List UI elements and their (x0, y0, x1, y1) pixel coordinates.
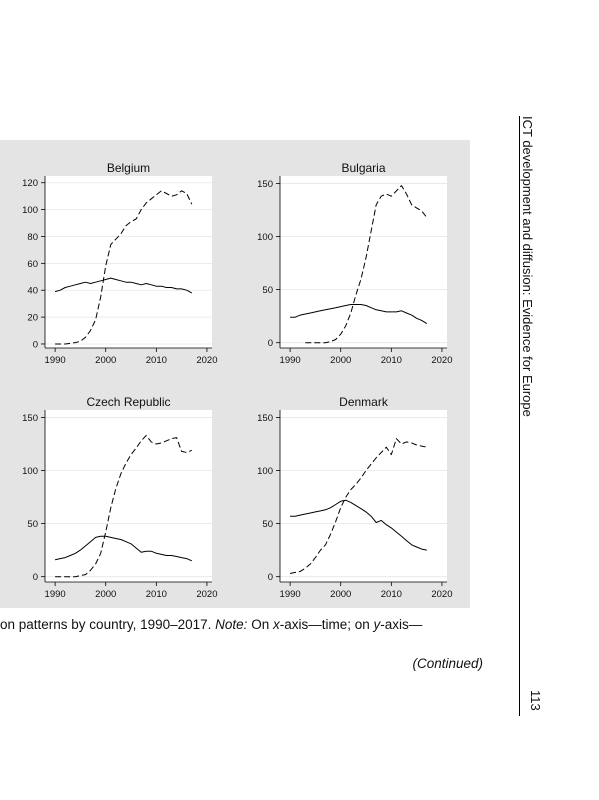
y-tick-label: 40 (27, 286, 38, 297)
caption-y-var: y (373, 617, 381, 632)
y-tick-label: 100 (257, 232, 273, 243)
series-line-dashed (289, 438, 427, 574)
x-tick-label: 2000 (95, 355, 116, 366)
caption-note-label: Note: (215, 617, 248, 632)
series-line-dashed (55, 190, 193, 345)
chart-czech-republic: Czech Republic 0 50 100 150 1990 2000 2010 2020 (22, 395, 217, 600)
continued-label: (Continued) (412, 656, 483, 671)
y-tick-label: 150 (257, 413, 273, 424)
y-tick-label: 0 (33, 572, 38, 583)
caption-x-var: x (272, 617, 280, 632)
plot-area (280, 410, 447, 582)
x-tick-label: 1990 (45, 589, 66, 600)
caption-text: on patterns by country, 1990–2017. (0, 617, 216, 632)
y-tick-label: 80 (27, 232, 38, 243)
x-tick-label: 2000 (95, 589, 116, 600)
x-tick-label: 2000 (330, 589, 351, 600)
chart-title: Belgium (107, 161, 150, 175)
plot-area (280, 176, 447, 348)
chart-title: Denmark (339, 395, 389, 409)
x-tick-label: 2020 (431, 589, 452, 600)
series-line-dashed (55, 435, 192, 578)
x-tick-label: 2010 (146, 589, 167, 600)
x-tick-label: 2010 (381, 589, 402, 600)
chart-denmark: Denmark 0 50 100 150 1990 2000 2010 2020 (257, 395, 452, 600)
series-line-dashed (305, 185, 428, 344)
y-tick-label: 100 (22, 466, 38, 477)
caption-text-4: -axis— (380, 617, 423, 632)
x-tick-label: 2020 (431, 355, 452, 366)
x-tick-label: 2020 (196, 355, 217, 366)
series-line-solid (290, 499, 427, 551)
y-tick-label: 0 (268, 572, 273, 583)
y-tick-label: 50 (262, 519, 273, 530)
series-line-solid (290, 304, 428, 325)
y-tick-label: 0 (33, 339, 38, 350)
y-tick-label: 120 (22, 178, 38, 189)
y-tick-label: 20 (27, 313, 38, 324)
x-tick-label: 2010 (146, 355, 167, 366)
y-tick-label: 150 (257, 179, 273, 190)
figure-caption: on patterns by country, 1990–2017. Note:… (0, 617, 422, 632)
y-tick-label: 50 (27, 519, 38, 530)
margin-rule (519, 116, 520, 716)
series-line-solid (54, 277, 193, 294)
x-tick-label: 2020 (196, 589, 217, 600)
y-tick-label: 60 (27, 259, 38, 270)
x-tick-label: 1990 (280, 355, 301, 366)
plot-area (45, 176, 212, 348)
x-tick-label: 1990 (280, 589, 301, 600)
chart-title: Czech Republic (86, 395, 170, 409)
chart-belgium: Belgium 0 20 40 60 80 100 120 1990 2000 2010 2020 (22, 161, 217, 366)
y-tick-label: 100 (257, 466, 273, 477)
y-tick-label: 150 (22, 413, 38, 424)
y-tick-label: 100 (22, 205, 38, 216)
series-line-solid (54, 535, 192, 562)
y-tick-label: 0 (268, 338, 273, 349)
plot-area (45, 410, 212, 582)
caption-text-3: -axis—time; on (279, 617, 374, 632)
chart-title: Bulgaria (341, 161, 385, 175)
chart-bulgaria: Bulgaria 0 50 100 150 1990 2000 2010 2020 (257, 161, 452, 366)
x-tick-label: 2010 (381, 355, 402, 366)
running-head: ICT development and diffusion: Evidence … (520, 116, 535, 417)
caption-text-2: On (247, 617, 273, 632)
y-tick-label: 50 (262, 285, 273, 296)
x-tick-label: 1990 (45, 355, 66, 366)
x-tick-label: 2000 (330, 355, 351, 366)
page-number: 113 (528, 690, 543, 711)
